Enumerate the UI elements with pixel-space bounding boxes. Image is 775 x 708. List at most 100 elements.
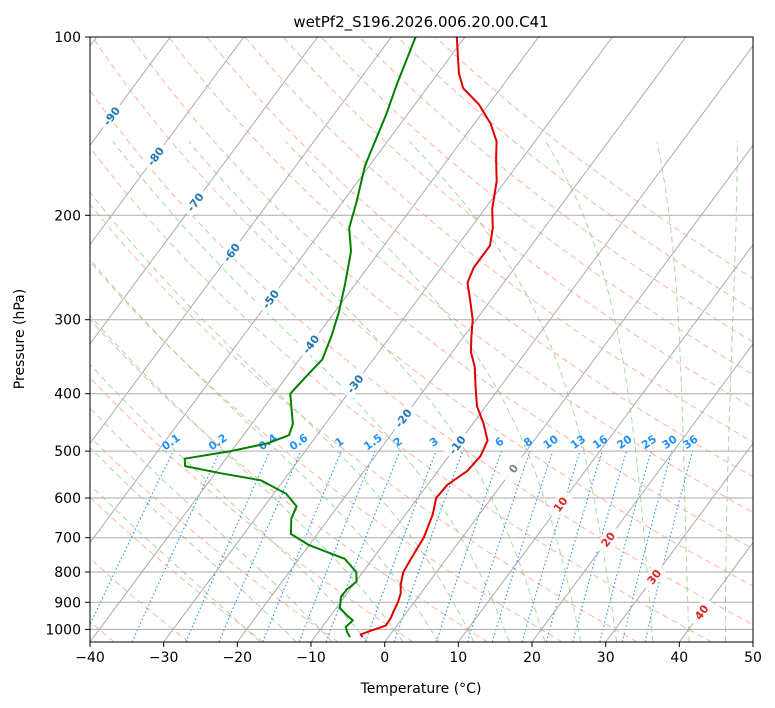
isotherm-label-bg	[181, 186, 209, 217]
background-labels: 0.10.20.40.611.52346810131620253036-100-…	[48, 69, 715, 627]
dry-adiabat-line	[90, 203, 638, 642]
y-tick-label: 700	[54, 531, 81, 547]
isotherm-label-bg	[256, 283, 284, 314]
mixing-ratio-label: 0.6	[287, 431, 311, 453]
isotherm-line	[605, 442, 753, 642]
mixing-ratio-line	[466, 450, 531, 642]
isotherm-label-bg	[687, 596, 715, 627]
mixing-ratio-line	[218, 450, 302, 642]
isotherms	[90, 37, 753, 642]
isotherm-line	[90, 37, 392, 445]
dry-adiabat-line	[91, 37, 753, 587]
mixing-ratio-line	[298, 450, 376, 642]
x-axis-ticks: −40 −30 −20 −10 0 10 20 30 40 50	[75, 642, 762, 666]
isotherm-line	[752, 641, 753, 642]
isotherm-line	[531, 343, 753, 642]
mixing-ratio-line	[393, 450, 464, 642]
dry-adiabat-line	[90, 496, 264, 642]
chart-title: wetPf2_S196.2026.006.20.00.C41	[293, 13, 548, 32]
x-axis-label: Temperature (°C)	[360, 681, 482, 697]
moist-adiabat-line	[90, 446, 297, 642]
moist-adiabat-line	[90, 407, 333, 642]
isotherm-line	[384, 144, 753, 642]
dry-adiabat-line	[90, 146, 712, 642]
y-tick-label: 800	[54, 565, 81, 581]
dry-adiabat-line	[397, 37, 753, 311]
isotherm-line	[457, 243, 753, 642]
mixing-ratio-line	[262, 450, 342, 642]
moist-adiabat-line	[545, 141, 654, 642]
isotherm-line	[236, 37, 687, 642]
moist-adiabat-line	[725, 141, 738, 642]
y-tick-label: 900	[54, 595, 81, 611]
moist-adiabat-line	[112, 140, 510, 642]
mixing-ratio-label: 2	[391, 435, 405, 450]
mixing-ratio-line	[521, 450, 581, 642]
dry-adiabat-line	[320, 37, 753, 376]
isotherm-label-bg	[48, 69, 75, 99]
y-tick-label: 100	[54, 30, 81, 46]
mixing-ratio-line	[621, 450, 673, 642]
mixing-ratio-line	[572, 450, 628, 642]
dry-adiabat-line	[129, 37, 753, 550]
x-tick-label: 10	[449, 650, 467, 666]
mixing-ratio-line	[599, 450, 652, 642]
isotherm-line	[90, 37, 466, 544]
isotherm-line	[90, 37, 319, 345]
y-tick-label: 600	[54, 491, 81, 507]
isotherm-label-bg	[97, 100, 125, 131]
dry-adiabat-line	[282, 37, 753, 409]
mixing-ratio-line	[185, 450, 271, 642]
x-tick-label: −10	[296, 650, 326, 666]
mixing-ratio-line	[364, 450, 437, 642]
isotherm-label-bg	[341, 368, 369, 399]
dry-adiabat-line	[90, 377, 414, 642]
y-tick-label: 1000	[45, 622, 81, 638]
y-axis-ticks: 100 200 300 400 500 600 700 800 900 1000	[45, 30, 90, 638]
isotherm-label-bg	[389, 402, 417, 433]
x-tick-label: 0	[380, 650, 389, 666]
dewpoint-profile-line	[183, 37, 417, 638]
mixing-ratio-label: 1.5	[361, 431, 384, 453]
mixing-ratio-label: 0.2	[206, 431, 229, 453]
isotherm-line	[163, 37, 613, 642]
mixing-ratio-label: 3	[427, 435, 441, 450]
dry-adiabat-line	[90, 436, 339, 642]
x-tick-label: −30	[149, 650, 179, 666]
temperature-profile-line	[359, 37, 498, 638]
x-tick-label: 50	[744, 650, 762, 666]
x-tick-label: 30	[597, 650, 615, 666]
dry-adiabat-line	[90, 260, 563, 642]
plot-frame	[89, 36, 754, 643]
isotherm-line	[310, 45, 753, 642]
profile-series	[183, 37, 498, 638]
dry-adiabat-line	[359, 37, 753, 343]
y-axis-label: Pressure (hPa)	[12, 289, 28, 389]
isotherm-label-bg	[593, 524, 622, 555]
plot-area: 0.10.20.40.611.52346810131620253036-100-…	[48, 37, 753, 642]
isotherm-label: -100	[49, 69, 76, 99]
y-tick-label: 200	[54, 208, 81, 224]
x-tick-label: −40	[75, 650, 105, 666]
y-tick-label: 500	[54, 444, 81, 460]
mixing-ratio-label: 16	[590, 432, 610, 452]
isotherm-label-bg	[217, 237, 245, 268]
mixing-ratio-label: 20	[614, 432, 634, 452]
x-tick-label: 40	[670, 650, 688, 666]
isotherm-label-bg	[141, 140, 169, 172]
y-tick-label: 400	[54, 387, 81, 403]
isotherm-line	[90, 37, 171, 147]
mixing-ratio-label: 25	[639, 433, 659, 452]
mixing-ratio-label: 10	[541, 432, 561, 452]
isotherm-label-bg	[443, 429, 471, 460]
mixing-ratio-line	[131, 450, 221, 642]
isotherm-label-bg	[499, 453, 527, 484]
mixing-ratio-line	[90, 450, 174, 626]
moist-adiabat-line	[90, 483, 261, 642]
dry-adiabat-line	[168, 37, 753, 513]
mixing-ratio-label: 1	[333, 435, 347, 450]
mixing-ratio-label: 6	[493, 435, 507, 450]
moist-adiabat-line	[285, 140, 582, 642]
isotherm-line	[90, 37, 245, 246]
